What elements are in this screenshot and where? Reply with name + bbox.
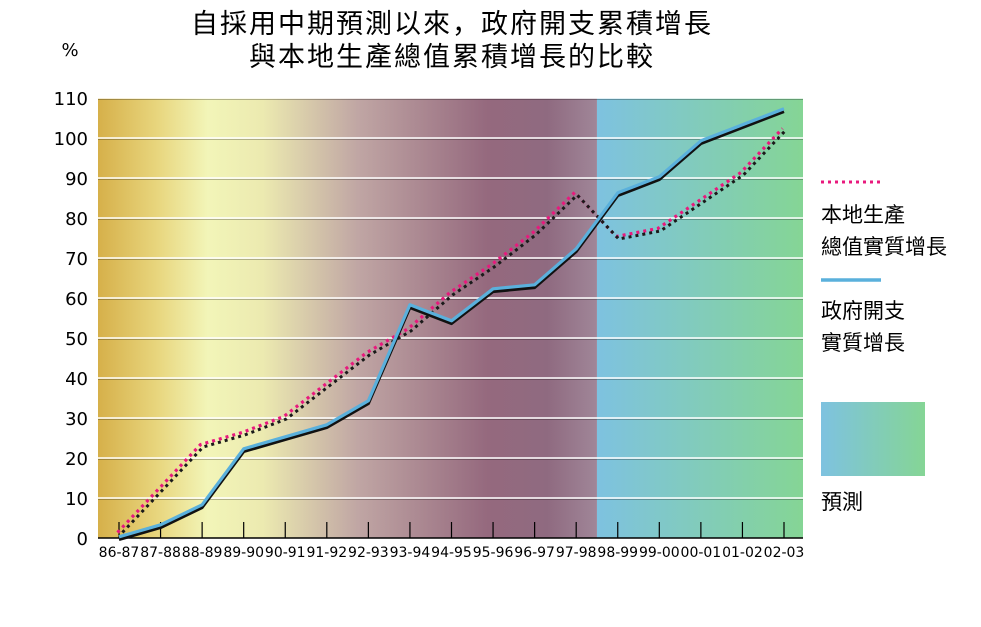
y-tick-label: 60 (65, 289, 88, 310)
x-axis: 86-87 87-88 88-89 89-90 90-91 91-92 92-93 93-94… (98, 522, 804, 561)
legend-label-forecast: 預測 (821, 490, 863, 514)
x-tick-label: 94-95 (431, 545, 472, 561)
x-tick-label: 98-99 (597, 545, 638, 561)
y-tick-label: 0 (77, 529, 88, 550)
series-spending-shadow (118, 110, 785, 542)
x-tick-label: 02-03 (764, 545, 805, 561)
y-tick-label: 80 (65, 209, 88, 230)
series-0-line (116, 127, 787, 537)
y-tick-label: 100 (54, 129, 88, 150)
legend-label-spending-line-2: 實質增長 (821, 331, 905, 355)
y-tick-label: 50 (65, 329, 88, 350)
x-tick-label: 00-01 (681, 545, 722, 561)
y-tick-label: 90 (65, 169, 88, 190)
y-tick-label: 110 (54, 89, 88, 110)
y-tick-label: 30 (65, 409, 88, 430)
x-tick-label: 86-87 (99, 545, 140, 561)
x-tick-label: 87-88 (140, 545, 181, 561)
legend: 本地生產 總值實質增長 政府開支 實質增長 預測 (821, 180, 947, 514)
y-tick-label: 20 (65, 449, 88, 470)
x-tick-label: 96-97 (514, 545, 555, 561)
x-tick-label: 99-00 (639, 545, 680, 561)
series-gdp-dotted (116, 127, 784, 534)
y-tick-label: 10 (65, 489, 88, 510)
x-tick-label: 88-89 (182, 545, 223, 561)
x-tick-label: 95-96 (473, 545, 514, 561)
chart-title-line-1: 自採用中期預測以來，政府開支累積增長 (191, 9, 713, 40)
y-tick-label: 70 (65, 249, 88, 270)
forecast-background (596, 98, 803, 538)
legend-swatch-forecast (821, 402, 925, 476)
x-tick-label: 97-98 (556, 545, 597, 561)
x-tick-label: 89-90 (223, 545, 264, 561)
legend-label-gdp-line-1: 本地生產 (821, 203, 905, 227)
series-1-line (118, 107, 785, 542)
x-tick-label: 90-91 (265, 545, 306, 561)
chart-title-line-2: 與本地生產總值累積增長的比較 (249, 42, 655, 73)
grid-lines (98, 97, 803, 501)
y-axis-unit-label: % (61, 40, 78, 61)
legend-label-spending-line-1: 政府開支 (821, 299, 905, 323)
series-lines (116, 107, 787, 542)
y-axis: 0 10 20 30 40 50 60 70 80 90 100 110 (54, 89, 88, 550)
x-tick-label: 92-93 (348, 545, 389, 561)
plot-area: 0 10 20 30 40 50 60 70 80 90 100 110 86-87 87-88 88-8… (54, 89, 805, 561)
history-background (98, 98, 597, 538)
series-spending-solid (118, 107, 785, 539)
legend-label-gdp-line-2: 總值實質增長 (821, 235, 947, 259)
chart-title: 自採用中期預測以來，政府開支累積增長 與本地生產總值累積增長的比較 (191, 9, 713, 73)
x-tick-label: 01-02 (722, 545, 763, 561)
y-tick-label: 40 (65, 369, 88, 390)
series-gdp-dotted-shadow (118, 129, 787, 537)
x-tick-label: 93-94 (390, 545, 431, 561)
x-tick-label: 91-92 (306, 545, 347, 561)
